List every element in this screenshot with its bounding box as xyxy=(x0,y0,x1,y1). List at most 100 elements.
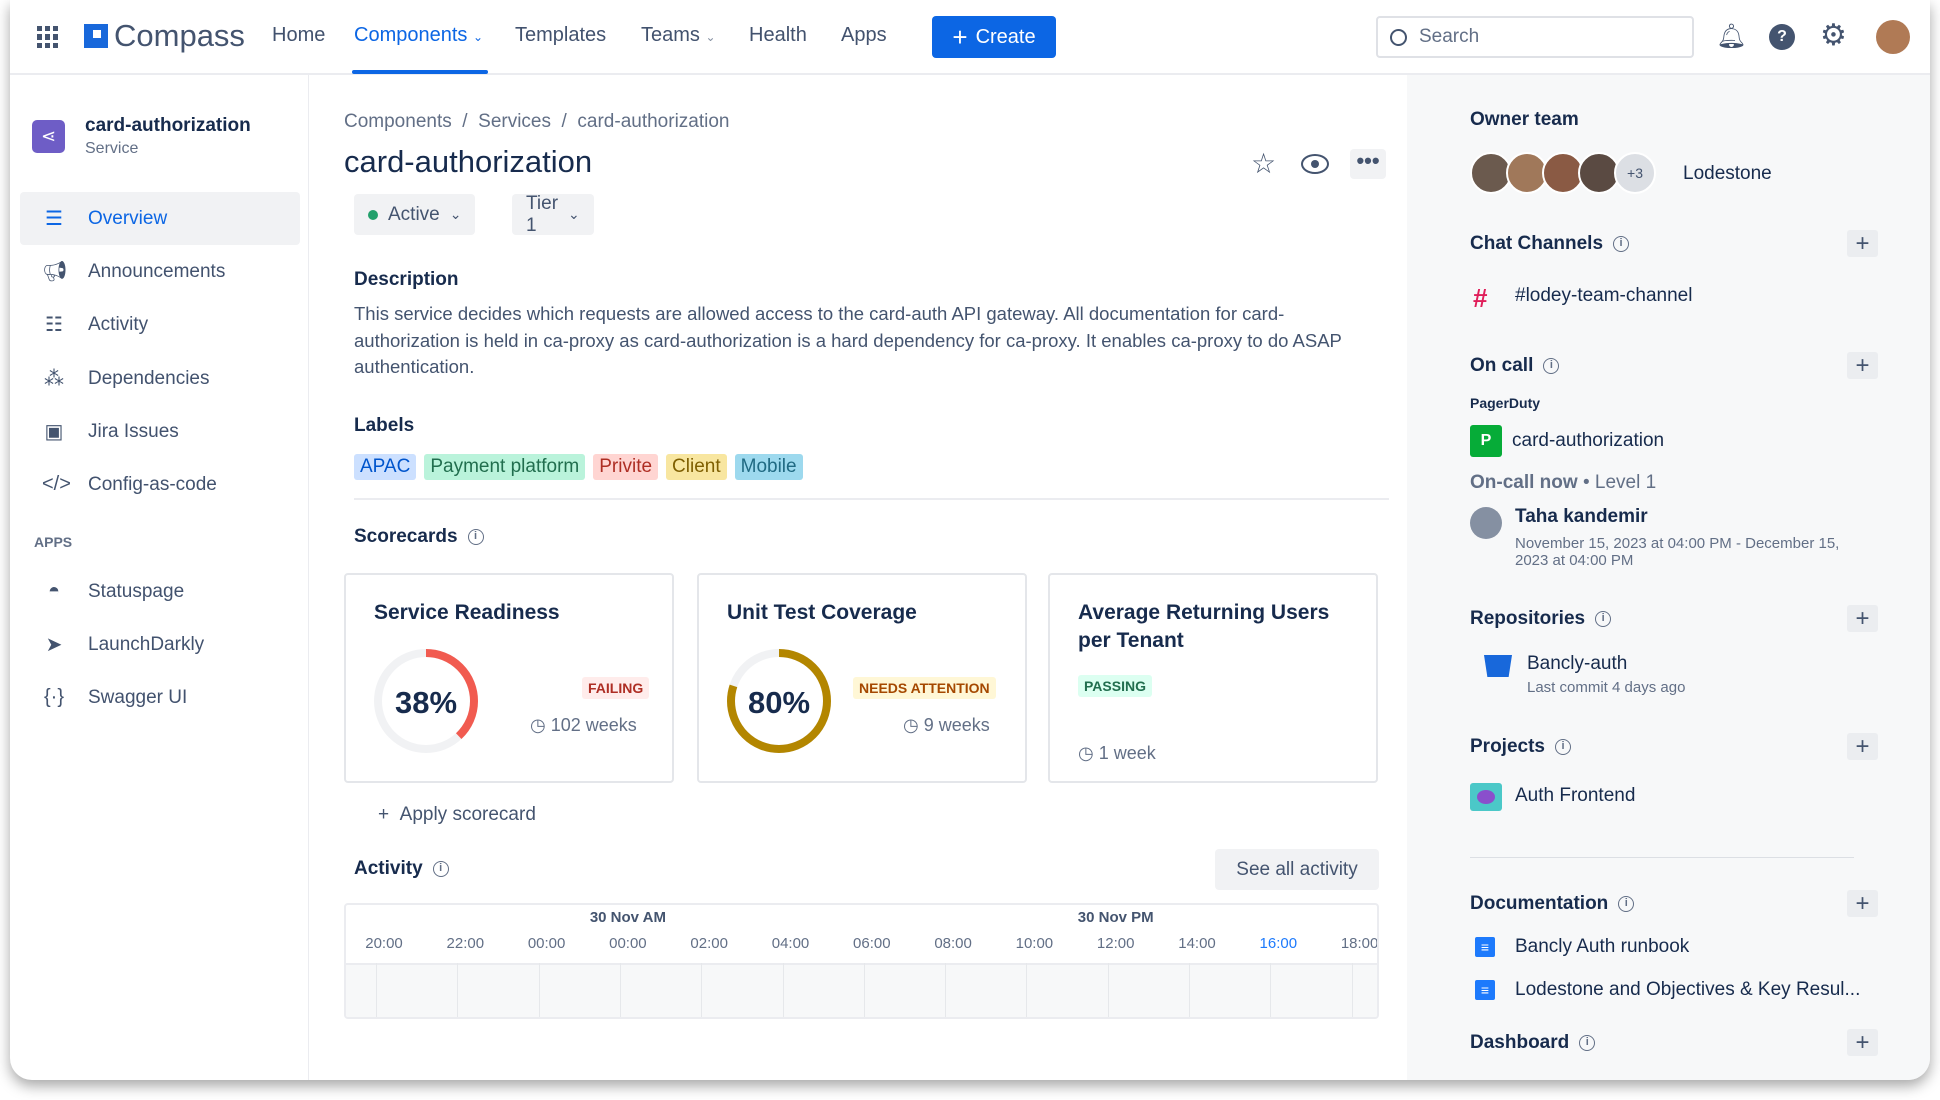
scorecards-title: Scorecards xyxy=(354,526,458,547)
info-icon[interactable]: i xyxy=(1554,739,1571,755)
see-all-activity-button[interactable]: See all activity xyxy=(1215,849,1379,890)
app-window: Compass Home Components ⌄ Templates Team… xyxy=(10,0,1930,1080)
score-ring-fill xyxy=(727,649,831,753)
timeline-tick: 18:00 xyxy=(1340,935,1379,952)
owner-team-avatars[interactable]: +3 xyxy=(1470,152,1656,194)
more-actions-button[interactable]: ••• xyxy=(1350,149,1386,179)
timeline-tick: 14:00 xyxy=(1178,935,1216,952)
scorecard-service-readiness[interactable]: Service Readiness 38% FAILING ◷ 102 week… xyxy=(344,573,674,783)
doc-link[interactable]: Lodestone and Objectives & Key Resul... xyxy=(1515,979,1861,1000)
info-icon[interactable]: i xyxy=(1543,358,1560,374)
swagger-icon: {·} xyxy=(43,686,65,708)
sidebar-item-label: Config-as-code xyxy=(88,473,217,495)
settings-icon[interactable]: ⚙ xyxy=(1820,19,1847,52)
nav-health[interactable]: Health xyxy=(749,24,807,46)
on-call-person[interactable]: Taha kandemir xyxy=(1515,506,1648,527)
sidebar-item-jira-issues[interactable]: ▣ Jira Issues xyxy=(20,405,300,458)
info-icon[interactable]: i xyxy=(1618,896,1635,912)
status-badge: PASSING xyxy=(1078,675,1152,697)
add-on-call-button[interactable]: + xyxy=(1847,352,1878,379)
doc-link[interactable]: Bancly Auth runbook xyxy=(1515,936,1690,957)
apply-scorecard-button[interactable]: + Apply scorecard xyxy=(378,804,536,825)
chevron-down-icon: ⌄ xyxy=(705,30,716,44)
breadcrumb-components[interactable]: Components xyxy=(344,111,452,132)
sidebar-item-statuspage[interactable]: ◓ Statuspage xyxy=(20,565,300,618)
label-tag[interactable]: APAC xyxy=(354,454,417,480)
breadcrumb-services[interactable]: Services xyxy=(478,111,551,132)
heading-text: Dashboard xyxy=(1470,1032,1570,1053)
timeline-tick: 00:00 xyxy=(527,935,566,952)
app-switcher-icon[interactable] xyxy=(37,26,59,48)
user-avatar[interactable] xyxy=(1876,20,1910,54)
sidebar-item-activity[interactable]: ☷ Activity xyxy=(20,298,300,351)
add-chat-channel-button[interactable]: + xyxy=(1847,230,1878,257)
on-call-service-link[interactable]: card-authorization xyxy=(1512,430,1665,451)
label-tag[interactable]: Payment platform xyxy=(424,454,586,480)
status-dropdown[interactable]: Active ⌄ xyxy=(354,194,476,235)
nav-teams[interactable]: Teams ⌄ xyxy=(641,24,716,47)
timeline-gridline xyxy=(457,963,459,1017)
person-avatar-icon xyxy=(1470,507,1502,539)
tier-dropdown[interactable]: Tier 1 ⌄ xyxy=(512,193,594,236)
nav-templates[interactable]: Templates xyxy=(515,24,607,46)
search-input[interactable]: Search xyxy=(1376,16,1694,58)
label-tag[interactable]: Privite xyxy=(593,454,659,480)
heading-text: Repositories xyxy=(1470,608,1586,629)
scorecard-title: Average Returning Users per Tenant xyxy=(1078,601,1330,652)
info-icon[interactable]: i xyxy=(467,529,484,545)
watch-eye-icon[interactable] xyxy=(1301,154,1329,174)
status-value: Active xyxy=(388,203,440,225)
timeline-gridline xyxy=(1189,963,1190,1017)
sidebar-item-dependencies[interactable]: ⁂ Dependencies xyxy=(20,352,300,405)
labels-list: APAC Payment platform Privite Client Mobile xyxy=(354,454,811,480)
chevron-down-icon: ⌄ xyxy=(472,30,484,44)
info-icon[interactable]: i xyxy=(432,861,449,877)
sidebar-item-launchdarkly[interactable]: ➤ LaunchDarkly xyxy=(20,618,300,671)
apps-section-label: APPS xyxy=(34,534,73,550)
label-tag[interactable]: Client xyxy=(666,454,727,480)
breadcrumb: Components / Services / card-authorizati… xyxy=(344,111,730,132)
project-link[interactable]: Auth Frontend xyxy=(1515,785,1636,806)
owner-team-name[interactable]: Lodestone xyxy=(1683,163,1772,184)
info-icon[interactable]: i xyxy=(1579,1035,1596,1051)
activity-icon: ☷ xyxy=(45,314,63,336)
scorecard-average-returning-users[interactable]: Average Returning Users per Tenant PASSI… xyxy=(1048,573,1378,783)
on-call-now: On-call now • Level 1 xyxy=(1470,472,1656,494)
label-tag[interactable]: Mobile xyxy=(734,454,803,480)
plus-icon: + xyxy=(952,21,968,52)
repository-link[interactable]: Bancly-auth xyxy=(1527,653,1628,674)
notifications-icon[interactable]: 🔔︎ xyxy=(1716,23,1747,50)
sidebar-item-overview[interactable]: ☰ Overview xyxy=(20,192,300,245)
timeline-gridline xyxy=(782,963,784,1017)
nav-components[interactable]: Components ⌄ xyxy=(354,24,483,47)
info-icon[interactable]: i xyxy=(1595,611,1612,627)
add-project-button[interactable]: + xyxy=(1847,733,1878,760)
sidebar-item-label: Dependencies xyxy=(88,367,210,389)
sidebar-item-config-as-code[interactable]: </> Config-as-code xyxy=(20,458,300,511)
add-repository-button[interactable]: + xyxy=(1847,605,1878,632)
help-icon[interactable]: ? xyxy=(1769,24,1795,50)
compass-logo[interactable]: Compass xyxy=(84,18,245,54)
add-documentation-button[interactable]: + xyxy=(1847,890,1878,917)
status-dot-icon xyxy=(368,209,378,220)
projects-heading: Projects i xyxy=(1470,736,1571,758)
slack-icon: # xyxy=(1473,283,1488,313)
chevron-down-icon: ⌄ xyxy=(449,206,462,222)
star-icon[interactable]: ☆ xyxy=(1251,148,1277,179)
sidebar-item-announcements[interactable]: 📢︎ Announcements xyxy=(20,245,300,298)
score-ring xyxy=(374,649,478,753)
chat-channel-link[interactable]: #lodey-team-channel xyxy=(1515,285,1693,306)
info-icon[interactable]: i xyxy=(1613,236,1630,252)
create-button[interactable]: + Create xyxy=(932,16,1056,58)
nav-apps[interactable]: Apps xyxy=(841,24,887,46)
more-members-count: +3 xyxy=(1614,152,1656,194)
sidebar-item-swagger-ui[interactable]: {·} Swagger UI xyxy=(20,671,300,724)
sidebar-item-label: Overview xyxy=(88,207,168,229)
breadcrumb-current[interactable]: card-authorization xyxy=(577,111,730,132)
add-dashboard-button[interactable]: + xyxy=(1847,1029,1878,1056)
timeline-tick: 00:00 xyxy=(609,935,647,952)
heading-text: On call xyxy=(1470,355,1534,376)
nav-home[interactable]: Home xyxy=(272,24,326,46)
avatar xyxy=(1578,152,1620,194)
scorecard-unit-test-coverage[interactable]: Unit Test Coverage 80% NEEDS ATTENTION ◷… xyxy=(697,573,1027,783)
